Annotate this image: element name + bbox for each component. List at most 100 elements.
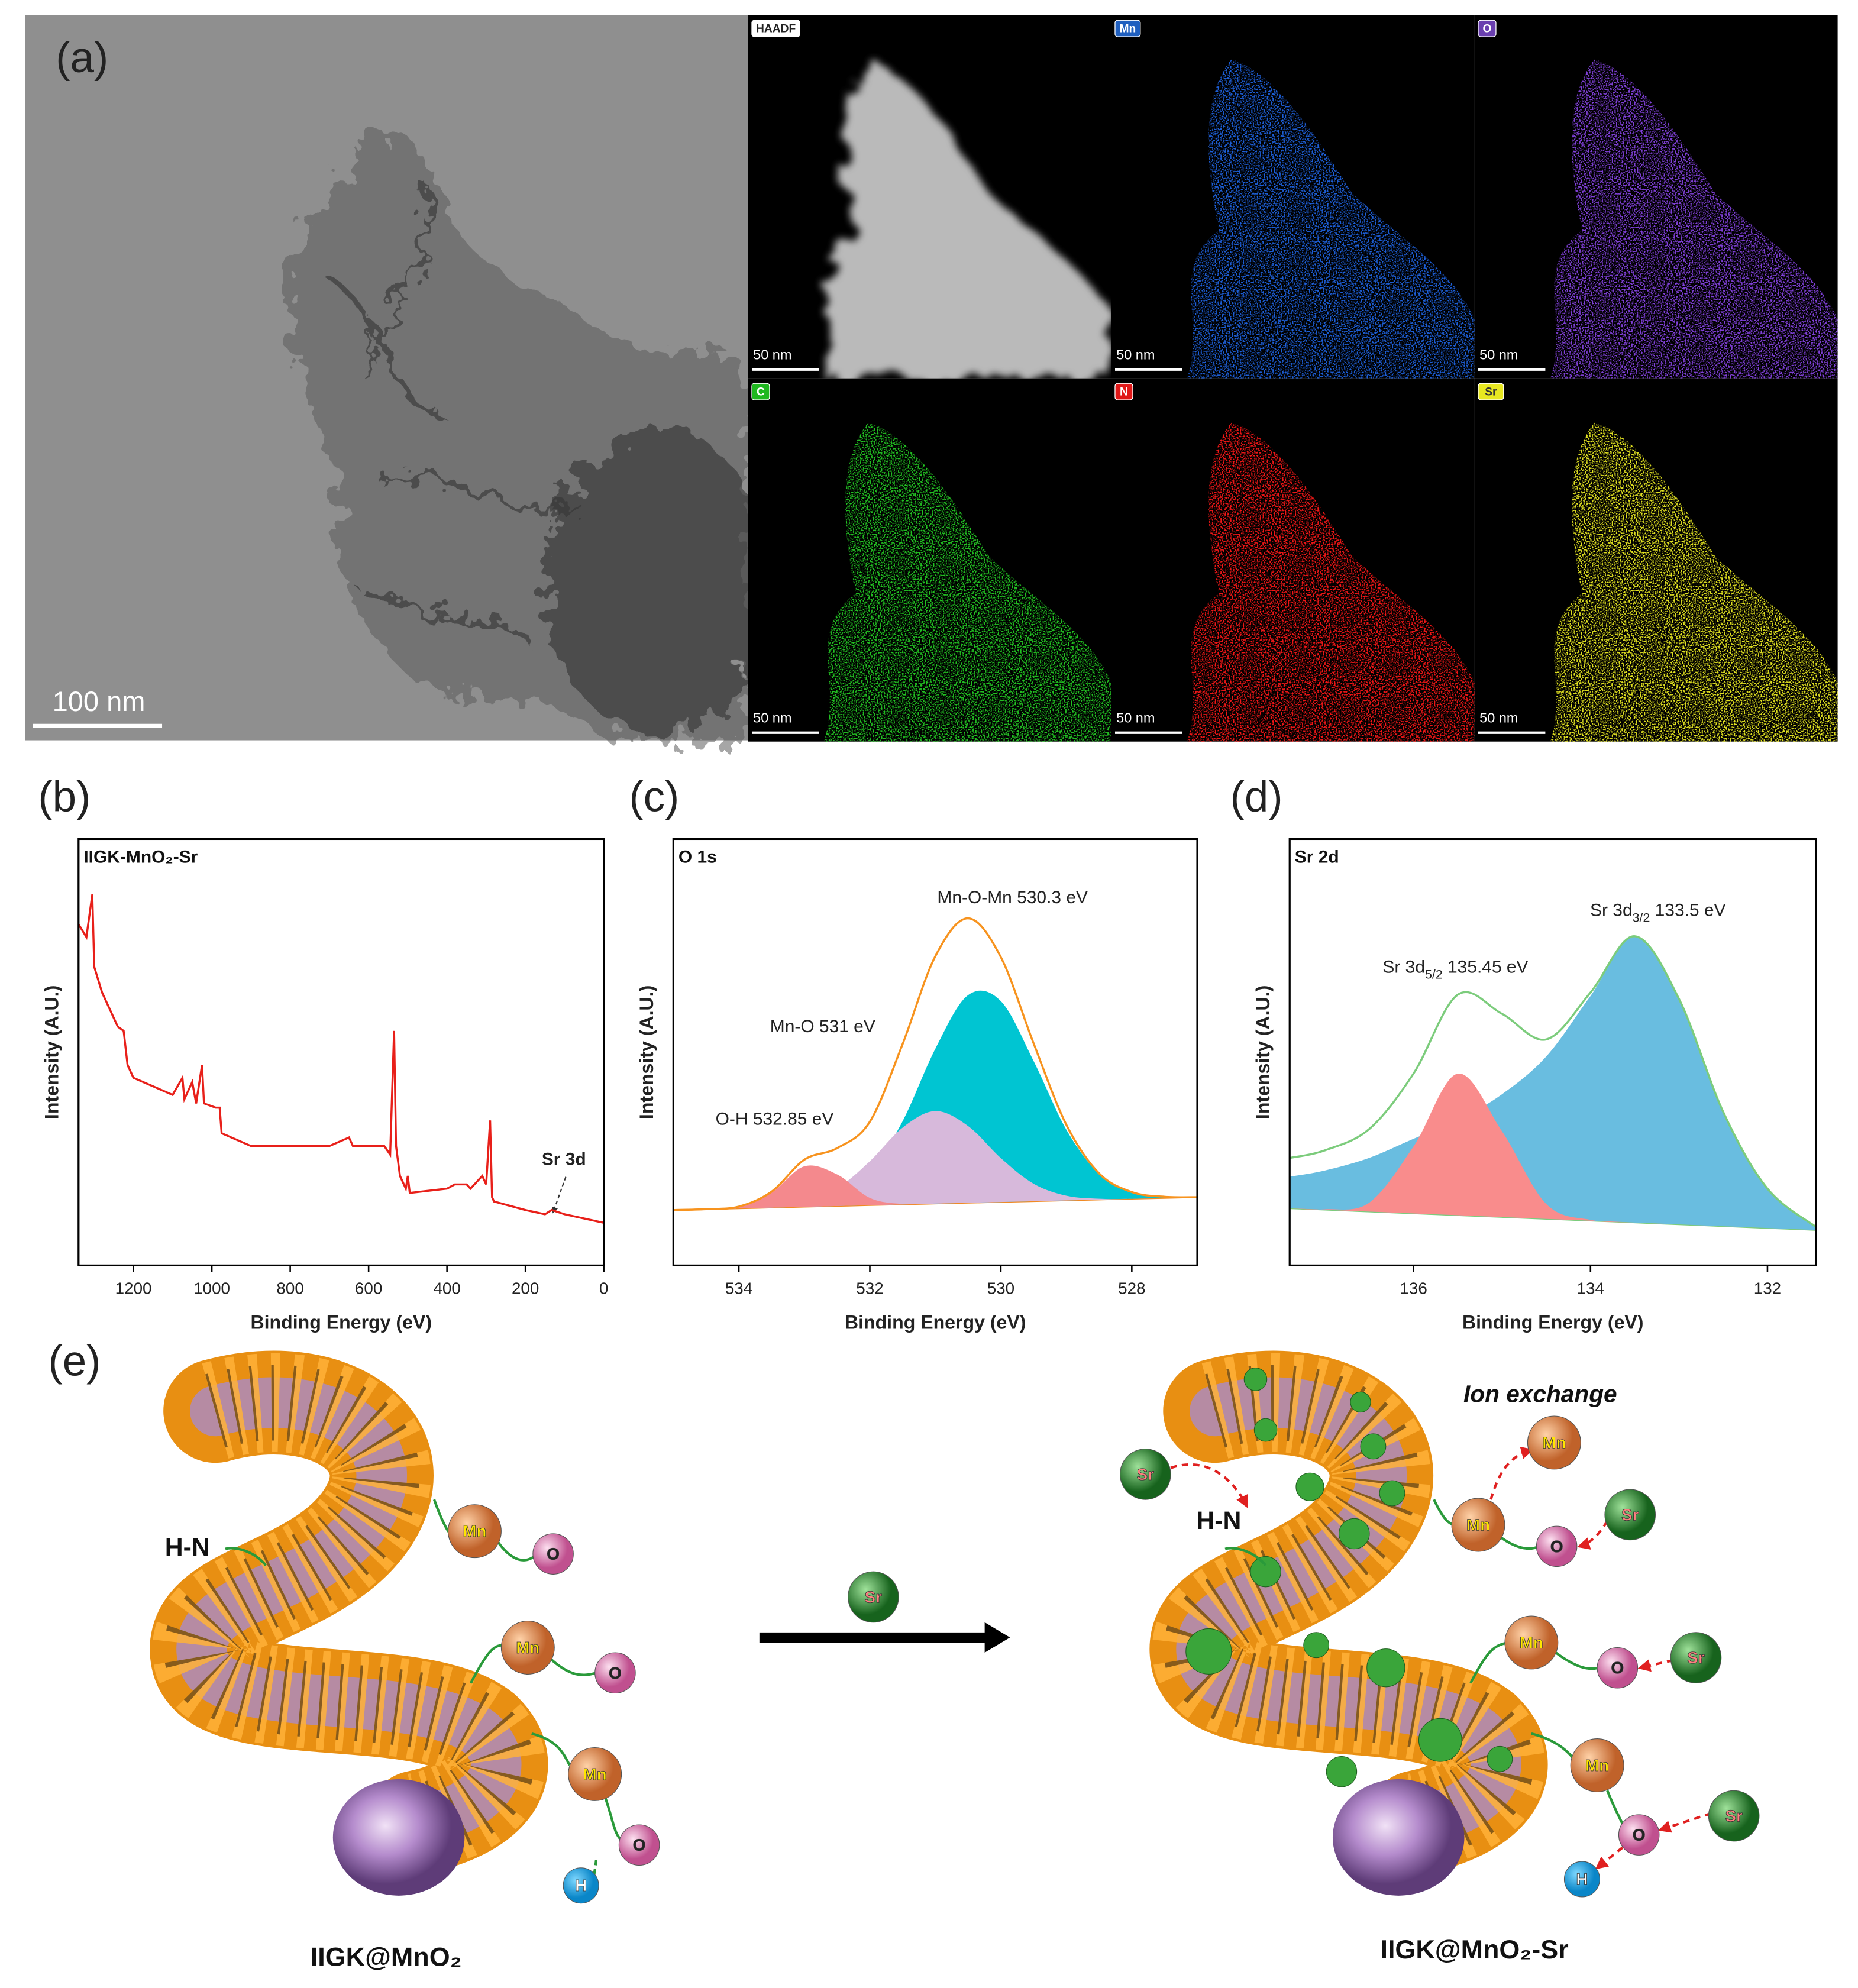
x-tick-label: 134: [1577, 1279, 1604, 1297]
diagram: Mn O Mn O Mn O H Sr Mn Mn O Sr Mn O Sr Mn O Sr H Sr H-N H-N Io…: [165, 1380, 1760, 1972]
caption: IIGK@MnO₂: [311, 1942, 462, 1972]
x-tick-label: 532: [856, 1279, 883, 1297]
eds-scale-bar: 50 nm: [753, 710, 791, 725]
eds-label: O: [1482, 22, 1491, 35]
annotation: Mn-O-Mn 530.3 eV: [937, 888, 1088, 907]
x-tick-label: 530: [987, 1279, 1014, 1297]
atom: [447, 1504, 502, 1559]
tem-image: [25, 15, 773, 741]
y-axis-title: Intensity (A.U.): [636, 985, 657, 1119]
annotation-tail: 135.45 eV: [1443, 958, 1529, 977]
chart: 534 532 530 528 O 1s Binding Energy (eV) Inten…: [636, 838, 1198, 1333]
eds-label-box: [1478, 383, 1504, 400]
bond-label: H-N: [165, 1533, 210, 1562]
eds-label: N: [1120, 386, 1128, 398]
annotation-sub: 3/2: [1633, 910, 1650, 924]
x-axis-title: Binding Energy (eV): [845, 1311, 1026, 1333]
x-axis-title: Binding Energy (eV): [250, 1311, 432, 1333]
tem-scale-bar: 100 nm: [53, 686, 146, 717]
plot-frame: [77, 838, 605, 1267]
peak-area: [673, 990, 1198, 1210]
atom-label: O: [633, 1836, 646, 1854]
atom-label: Mn: [1466, 1515, 1490, 1534]
plot-frame: [1288, 838, 1817, 1267]
atom: [1451, 1498, 1505, 1552]
atom: [1570, 1738, 1624, 1792]
peak-area: [1290, 1073, 1817, 1230]
x-tick-label: 600: [355, 1279, 382, 1297]
x-tick-label: 132: [1754, 1279, 1781, 1297]
y-axis-title: Intensity (A.U.): [1252, 985, 1274, 1119]
caption: IIGK@MnO₂-Sr: [1380, 1934, 1568, 1964]
atom-label: Mn: [583, 1765, 607, 1783]
atom-label: Mn: [1585, 1756, 1609, 1774]
atom-label: Sr: [1687, 1648, 1705, 1667]
annotation-text: Sr 3d: [1382, 958, 1425, 977]
y-axis-title: Intensity (A.U.): [41, 985, 63, 1119]
atom-label: Mn: [1520, 1633, 1543, 1651]
atom: [594, 1652, 636, 1694]
panel-label: (e): [48, 1337, 101, 1385]
atom: [1618, 1814, 1660, 1856]
curve: [1289, 935, 1817, 1228]
atom: [1597, 1647, 1639, 1689]
eds-scale-bar: 50 nm: [1479, 710, 1518, 725]
atom-label: Mn: [463, 1522, 486, 1540]
eds-label: Mn: [1119, 22, 1136, 35]
atom-label: O: [547, 1545, 560, 1563]
x-tick-label: 200: [512, 1279, 539, 1297]
atom-label: Sr: [1725, 1807, 1743, 1825]
atom: [563, 1867, 599, 1904]
x-tick-label: 0: [599, 1279, 608, 1297]
eds-label-box: [751, 383, 770, 400]
annotation: O-H 532.85 eV: [716, 1109, 834, 1129]
process-title: Ion exchange: [1463, 1380, 1617, 1407]
atom: [568, 1747, 622, 1801]
x-tick-label: 528: [1118, 1279, 1145, 1297]
eds-scale-bar: 50 nm: [1116, 347, 1155, 362]
x-tick-label: 1000: [193, 1279, 230, 1297]
chart-title: Sr 2d: [1295, 847, 1339, 867]
eds-label-box: [1478, 20, 1497, 37]
annotation: Sr 3d5/2 135.45 eV: [1382, 958, 1528, 982]
eds-scale-bar: 50 nm: [753, 347, 791, 362]
atom: [848, 1571, 899, 1623]
atom: [1120, 1449, 1171, 1500]
plot-frame: [672, 838, 1198, 1267]
annotation-text: Sr 3d: [1590, 900, 1633, 920]
atom: [1604, 1489, 1656, 1541]
atom: [1536, 1525, 1578, 1567]
chart-title: O 1s: [678, 847, 717, 867]
curve: [77, 894, 605, 1224]
eds-label: Sr: [1485, 386, 1497, 398]
atom-label: H: [575, 1876, 587, 1895]
panel-label: (a): [56, 34, 108, 82]
atom-label: Sr: [1621, 1505, 1639, 1524]
annotation: Mn-O 531 eV: [770, 1017, 875, 1036]
atom: [532, 1533, 574, 1575]
atom: [1527, 1415, 1581, 1470]
atom: [618, 1824, 660, 1866]
chart: 1200 1000 800 600 400 200 0 IIGK-MnO₂-Sr Binding…: [41, 838, 608, 1333]
panel-label: (d): [1230, 772, 1283, 820]
eds-label-box: [751, 20, 800, 37]
atom-label: O: [609, 1664, 622, 1682]
panel-label: (c): [629, 772, 679, 820]
atom-label: Mn: [1542, 1433, 1566, 1452]
annotation-tail: 133.5 eV: [1650, 900, 1725, 920]
peak-area: [673, 1111, 1198, 1210]
x-tick-label: 136: [1400, 1279, 1427, 1297]
chart: 136 134 132 Sr 2d Binding Energy (eV) Intensi…: [1252, 838, 1817, 1333]
eds-label-box: [1114, 383, 1133, 400]
eds-label: C: [757, 386, 765, 398]
panel-label: (b): [38, 772, 91, 820]
atom: [1563, 1861, 1600, 1898]
x-tick-label: 534: [725, 1279, 752, 1297]
eds-label-box: [1114, 20, 1141, 37]
atom-label: H: [1576, 1870, 1588, 1888]
atom: [1670, 1632, 1722, 1683]
x-tick-label: 1200: [115, 1279, 152, 1297]
curve: [673, 917, 1198, 1211]
eds-scale-bar: 50 nm: [1116, 710, 1155, 725]
